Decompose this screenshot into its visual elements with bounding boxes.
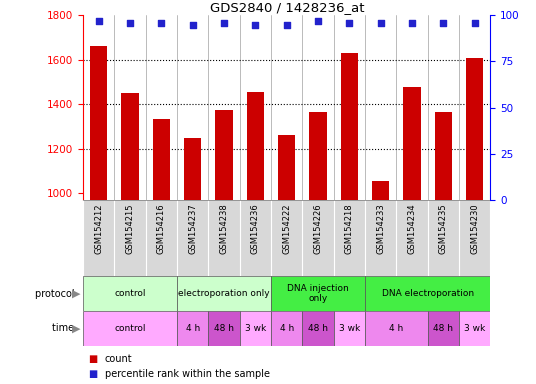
Point (282, 22, 291, 28)
Text: GSM154218: GSM154218 (345, 204, 354, 254)
Point (126, 20, 135, 26)
Bar (404, 87, 421, 200)
Bar (122, 93, 139, 200)
Text: GSM154235: GSM154235 (439, 204, 448, 254)
Text: DNA injection
only: DNA injection only (287, 284, 349, 303)
Text: 3 wk: 3 wk (464, 324, 486, 333)
Text: 48 h: 48 h (214, 324, 234, 333)
Text: ■: ■ (88, 354, 98, 364)
Text: 4 h: 4 h (389, 324, 404, 333)
Text: 48 h: 48 h (434, 324, 453, 333)
Text: DNA electroporation: DNA electroporation (382, 289, 474, 298)
Bar (459, 311, 490, 346)
Bar (90, 46, 107, 200)
Bar (153, 119, 170, 200)
Text: GSM154237: GSM154237 (188, 204, 197, 254)
Text: 3 wk: 3 wk (245, 324, 266, 333)
Bar (302, 311, 334, 346)
Bar (177, 276, 271, 311)
Bar (365, 311, 428, 346)
Text: percentile rank within the sample: percentile rank within the sample (105, 369, 270, 379)
Text: GSM154215: GSM154215 (125, 204, 135, 254)
Point (220, 20, 228, 26)
Text: 48 h: 48 h (308, 324, 328, 333)
Text: GSM154216: GSM154216 (157, 204, 166, 254)
Title: GDS2840 / 1428236_at: GDS2840 / 1428236_at (210, 1, 364, 14)
Bar (177, 311, 209, 346)
Bar (428, 311, 459, 346)
Text: protocol: protocol (35, 289, 78, 299)
Text: GSM154226: GSM154226 (314, 204, 323, 254)
Bar (372, 181, 389, 200)
Bar (83, 311, 177, 346)
Text: control: control (114, 324, 146, 333)
Point (189, 22, 197, 28)
Bar (271, 276, 365, 311)
Text: ▶: ▶ (72, 289, 80, 299)
Bar (83, 276, 177, 311)
Text: GSM154238: GSM154238 (220, 204, 228, 254)
Point (94, 18, 103, 24)
Text: 4 h: 4 h (185, 324, 200, 333)
Point (408, 20, 416, 26)
Text: GSM154234: GSM154234 (407, 204, 416, 254)
Text: electroporation only: electroporation only (178, 289, 270, 298)
Text: GSM154236: GSM154236 (251, 204, 260, 254)
Text: time: time (53, 323, 78, 333)
Bar (209, 311, 240, 346)
Text: 3 wk: 3 wk (339, 324, 360, 333)
Point (376, 20, 385, 26)
Point (251, 22, 260, 28)
Text: control: control (114, 289, 146, 298)
Point (345, 20, 354, 26)
Bar (215, 110, 233, 200)
Bar (309, 112, 327, 200)
Bar (334, 311, 365, 346)
Text: GSM154233: GSM154233 (376, 204, 385, 254)
Bar (435, 112, 452, 200)
Bar (466, 58, 483, 200)
Bar (271, 311, 302, 346)
Point (157, 20, 166, 26)
Text: GSM154222: GSM154222 (282, 204, 291, 254)
Text: ▶: ▶ (72, 323, 80, 333)
Text: GSM154230: GSM154230 (470, 204, 479, 254)
Text: ■: ■ (88, 369, 98, 379)
Bar (184, 138, 202, 200)
Point (439, 20, 448, 26)
Text: 4 h: 4 h (280, 324, 294, 333)
Bar (341, 53, 358, 200)
Text: count: count (105, 354, 132, 364)
Point (314, 18, 322, 24)
Bar (365, 276, 490, 311)
Point (471, 20, 479, 26)
Text: GSM154212: GSM154212 (94, 204, 103, 254)
Bar (240, 311, 271, 346)
Bar (278, 135, 295, 200)
Bar (247, 92, 264, 200)
